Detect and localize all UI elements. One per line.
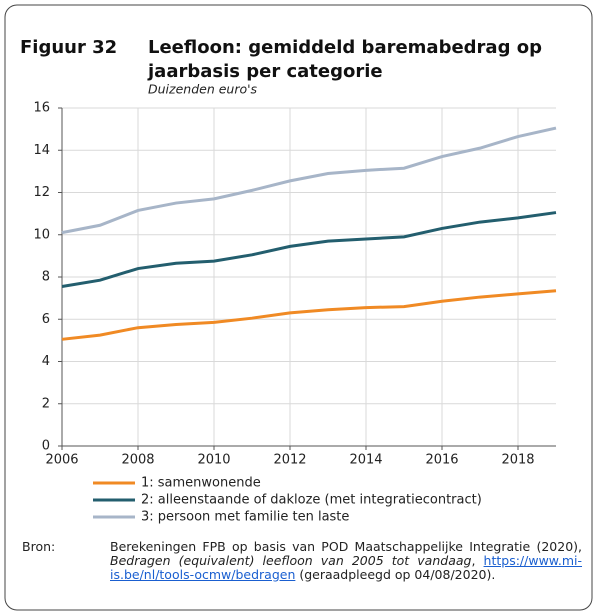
figure-label: Figuur 32 [20, 37, 117, 58]
chart-title: Leefloon: gemiddeld baremabedrag op [148, 37, 542, 58]
y-tick-label: 2 [42, 396, 50, 411]
x-tick-label: 2016 [425, 453, 458, 468]
frame [4, 4, 593, 611]
y-tick-label: 10 [33, 227, 50, 242]
source-label: Bron: [22, 539, 56, 554]
source-text: (geraadpleegd op 04/08/2020). [295, 567, 496, 582]
legend-label: 3: persoon met familie ten laste [141, 510, 349, 525]
source-text: Berekeningen FPB op basis van POD Maatsc… [110, 540, 582, 582]
series-line [61, 126, 557, 235]
y-tick-label: 8 [42, 270, 50, 285]
y-tick-label: 12 [33, 185, 50, 200]
series-line [61, 289, 557, 341]
chart-title: jaarbasis per categorie [147, 61, 383, 82]
source-title: Bedragen (equivalent) leefloon van 2005 … [110, 553, 472, 568]
source: Bron: Berekeningen FPB op basis van POD … [22, 540, 582, 582]
chart-subtitle: Duizenden euro's [148, 82, 258, 97]
y-tick-label: 6 [42, 312, 50, 327]
source-text: , [471, 553, 484, 568]
y-tick-label: 14 [33, 143, 50, 158]
y-tick-label: 16 [33, 101, 50, 116]
y-tick-label: 0 [42, 439, 50, 454]
source-link[interactable]: https://www.mi-is.be/nl/tools-ocmw/bedra… [110, 553, 583, 582]
x-tick-label: 2012 [273, 453, 306, 468]
x-tick-label: 2014 [349, 453, 382, 468]
legend-label: 1: samenwonende [141, 476, 261, 491]
x-tick-label: 2008 [121, 453, 154, 468]
x-tick-label: 2006 [45, 453, 78, 468]
source-text: Berekeningen FPB op basis van POD Maatsc… [110, 539, 582, 554]
y-tick-label: 4 [42, 354, 50, 369]
legend-label: 2: alleenstaande of dakloze (met integra… [141, 493, 482, 508]
x-tick-label: 2010 [197, 453, 230, 468]
series-line [61, 211, 557, 288]
x-tick-label: 2018 [501, 453, 534, 468]
